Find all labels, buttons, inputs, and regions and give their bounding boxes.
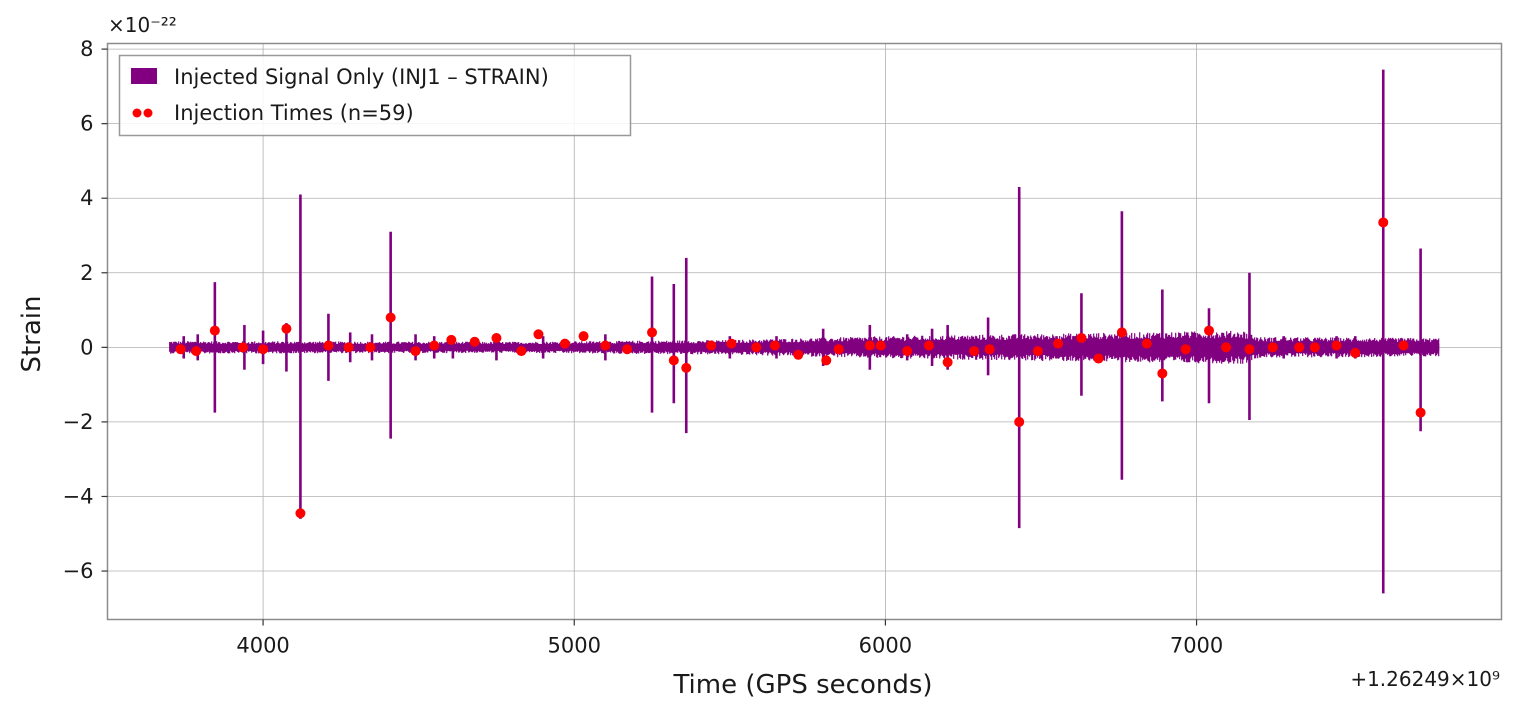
y-tick-label: −6: [63, 559, 94, 583]
injection-point: [1267, 342, 1278, 353]
injection-point: [706, 340, 717, 351]
injection-point: [175, 344, 186, 355]
injection-point: [923, 340, 934, 351]
injection-point: [533, 329, 544, 340]
y-tick-label: 4: [80, 186, 93, 210]
injection-point: [726, 338, 737, 349]
x-tick-label: 4000: [236, 634, 289, 658]
injection-point: [1244, 344, 1255, 355]
injection-point: [281, 323, 292, 334]
injection-point: [1378, 217, 1389, 228]
injection-point: [469, 336, 480, 347]
injection-point: [237, 342, 248, 353]
signal-core: [169, 343, 1440, 351]
plot-frame: [106, 42, 1503, 621]
y-axis-title: Strain: [17, 295, 47, 372]
injection-point: [1093, 353, 1104, 364]
legend: Injected Signal Only (INJ1 – STRAIN) Inj…: [118, 54, 632, 137]
injection-point: [1350, 347, 1361, 358]
injection-point: [343, 342, 354, 353]
injection-point: [1204, 325, 1215, 336]
injection-point: [600, 340, 611, 351]
injection-point: [1116, 327, 1127, 338]
y-axis-scale-label: ×10⁻²²: [108, 13, 177, 37]
injection-point: [1180, 344, 1191, 355]
y-axis-ticks: −6 −4 −2 0 2 4 6 8: [63, 37, 108, 583]
legend-points-label: Injection Times (n=59): [174, 101, 414, 125]
injection-point: [209, 325, 220, 336]
injection-point: [821, 355, 832, 366]
y-tick-label: 0: [80, 335, 93, 359]
injection-point: [559, 338, 570, 349]
injection-point: [365, 342, 376, 353]
y-tick-label: −4: [63, 484, 94, 508]
injection-point: [1141, 338, 1152, 349]
legend-signal-label: Injected Signal Only (INJ1 – STRAIN): [174, 65, 549, 89]
injection-point: [622, 344, 633, 355]
legend-point-marker-2: [143, 108, 153, 118]
y-tick-label: 8: [80, 37, 93, 61]
injection-point: [1076, 333, 1087, 344]
legend-signal-swatch: [131, 68, 157, 84]
injection-point: [833, 344, 844, 355]
injection-point: [516, 346, 527, 357]
injection-point: [578, 331, 589, 342]
injection-point: [1294, 342, 1305, 353]
injection-point: [902, 346, 913, 357]
injection-point: [1157, 368, 1168, 379]
injection-point: [647, 327, 658, 338]
injection-point: [295, 508, 306, 519]
injection-point: [429, 340, 440, 351]
injection-point: [668, 355, 679, 366]
injection-point: [1032, 346, 1043, 357]
x-tick-label: 7000: [1170, 634, 1223, 658]
injection-point: [1331, 340, 1342, 351]
injection-point: [751, 342, 762, 353]
injection-point: [1053, 338, 1064, 349]
injection-point: [258, 344, 269, 355]
injection-point: [1415, 407, 1426, 418]
injection-point: [1014, 416, 1025, 427]
injection-point: [984, 344, 995, 355]
legend-box: [118, 54, 632, 137]
injection-point: [491, 333, 502, 344]
legend-point-marker-1: [132, 108, 142, 118]
injection-point: [681, 362, 692, 373]
injection-point: [969, 346, 980, 357]
y-tick-label: −2: [63, 410, 94, 434]
y-tick-label: 2: [80, 261, 93, 285]
injection-point: [323, 340, 334, 351]
x-axis-title: Time (GPS seconds): [672, 670, 932, 700]
injection-point: [864, 340, 875, 351]
injection-point: [942, 357, 953, 368]
y-tick-label: 6: [80, 112, 93, 136]
injection-points: [175, 217, 1426, 519]
injection-point: [1309, 342, 1320, 353]
injection-point: [446, 334, 457, 345]
injection-point: [1221, 342, 1232, 353]
injection-point: [385, 312, 396, 323]
injection-point: [875, 340, 886, 351]
injection-point: [1398, 340, 1409, 351]
injection-point: [410, 346, 421, 357]
injection-point: [769, 340, 780, 351]
x-tick-label: 6000: [859, 634, 912, 658]
x-axis-offset-label: +1.26249×10⁹: [1350, 667, 1500, 691]
injection-point: [793, 349, 804, 360]
x-axis-ticks: 4000 5000 6000 7000: [236, 619, 1223, 658]
injection-point: [191, 346, 202, 357]
x-tick-label: 5000: [548, 634, 601, 658]
